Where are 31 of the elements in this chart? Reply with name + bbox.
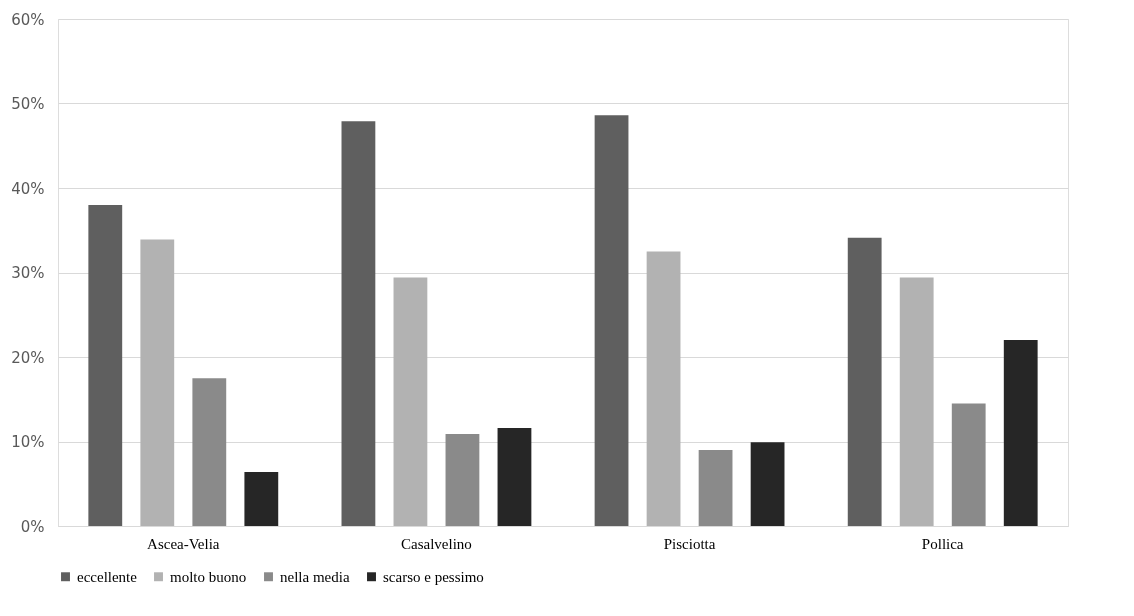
bar [88,204,123,526]
bar [393,277,428,526]
bar [341,121,376,526]
legend-label: nella media [280,568,350,585]
bar [244,471,279,526]
x-tick-label: Casalvelino [401,535,472,552]
y-tick-label: 20% [11,348,45,367]
bar [646,251,681,526]
legend-label: molto buono [170,568,247,585]
y-tick-label: 30% [11,264,45,282]
y-tick-label: 50% [11,95,45,113]
bar [899,277,934,526]
y-tick-label: 10% [11,433,45,451]
bar [698,449,733,526]
bar [497,427,532,526]
x-tick-label: Pollica [921,535,964,552]
bar [192,378,227,526]
bar [750,442,785,526]
x-tick-label: Pisciotta [663,535,716,552]
legend-label: eccellente [77,568,138,585]
bar [594,115,629,526]
y-tick-label: 0% [20,517,45,536]
bar [951,403,986,526]
bar [1003,340,1038,526]
bar [140,239,175,526]
y-tick-label: 40% [11,179,45,198]
bar [847,237,882,526]
x-tick-label: Ascea-Velia [147,535,220,552]
legend-label: scarso e pessimo [383,568,484,585]
bar [445,433,480,526]
y-tick-label: 60% [11,10,45,29]
